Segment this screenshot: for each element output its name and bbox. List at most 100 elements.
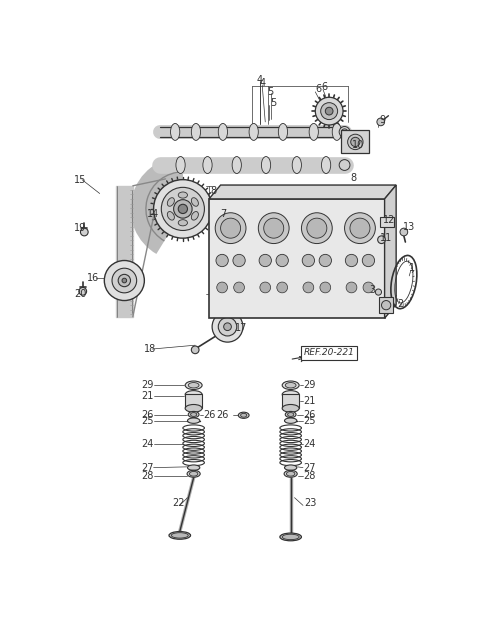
Circle shape bbox=[234, 282, 244, 293]
Circle shape bbox=[224, 323, 231, 331]
Ellipse shape bbox=[188, 412, 199, 418]
Ellipse shape bbox=[168, 211, 174, 220]
Text: 20: 20 bbox=[74, 289, 87, 298]
Circle shape bbox=[79, 287, 86, 295]
Ellipse shape bbox=[348, 134, 363, 150]
Circle shape bbox=[346, 282, 357, 293]
Circle shape bbox=[303, 282, 314, 293]
Circle shape bbox=[118, 274, 131, 287]
Circle shape bbox=[215, 213, 246, 243]
Ellipse shape bbox=[191, 413, 197, 417]
Ellipse shape bbox=[192, 211, 198, 220]
Text: 23: 23 bbox=[304, 498, 317, 508]
Text: 4: 4 bbox=[260, 78, 266, 88]
Bar bbox=[185, 394, 202, 408]
Ellipse shape bbox=[309, 124, 318, 140]
Text: 17: 17 bbox=[235, 323, 248, 333]
Ellipse shape bbox=[171, 533, 188, 538]
Circle shape bbox=[217, 282, 228, 293]
Bar bbox=[380, 218, 394, 227]
Circle shape bbox=[277, 282, 288, 293]
Circle shape bbox=[233, 255, 245, 266]
Ellipse shape bbox=[285, 412, 296, 418]
Circle shape bbox=[350, 218, 370, 238]
Text: 26: 26 bbox=[141, 410, 154, 420]
Ellipse shape bbox=[203, 156, 212, 174]
Circle shape bbox=[260, 282, 271, 293]
Text: 18: 18 bbox=[144, 344, 156, 354]
Bar bbox=[379, 297, 393, 313]
Ellipse shape bbox=[187, 470, 200, 477]
Ellipse shape bbox=[192, 124, 201, 140]
Circle shape bbox=[377, 118, 384, 125]
Ellipse shape bbox=[341, 129, 348, 135]
Ellipse shape bbox=[168, 198, 174, 206]
Circle shape bbox=[122, 278, 127, 283]
Ellipse shape bbox=[240, 413, 247, 417]
Circle shape bbox=[382, 300, 391, 310]
Circle shape bbox=[218, 318, 237, 336]
Ellipse shape bbox=[282, 381, 299, 389]
Circle shape bbox=[178, 205, 188, 214]
Text: 28: 28 bbox=[303, 471, 315, 481]
Ellipse shape bbox=[332, 124, 341, 140]
Ellipse shape bbox=[218, 124, 228, 140]
Ellipse shape bbox=[285, 383, 296, 388]
Text: REF.20-221: REF.20-221 bbox=[304, 349, 355, 357]
Circle shape bbox=[363, 282, 374, 293]
Ellipse shape bbox=[178, 219, 188, 226]
Text: 24: 24 bbox=[141, 439, 154, 449]
Text: 27: 27 bbox=[303, 463, 315, 473]
Ellipse shape bbox=[288, 413, 294, 417]
Ellipse shape bbox=[262, 156, 271, 174]
Ellipse shape bbox=[282, 405, 299, 412]
Ellipse shape bbox=[232, 156, 241, 174]
Text: 11: 11 bbox=[380, 233, 392, 243]
Bar bbox=[209, 199, 384, 318]
Text: 21: 21 bbox=[303, 396, 315, 405]
Bar bbox=[345, 130, 352, 134]
Ellipse shape bbox=[285, 465, 297, 470]
Circle shape bbox=[319, 255, 332, 266]
Text: 26: 26 bbox=[303, 410, 315, 420]
Circle shape bbox=[81, 228, 88, 236]
Circle shape bbox=[112, 268, 137, 293]
Text: 1: 1 bbox=[409, 263, 415, 273]
Ellipse shape bbox=[176, 156, 185, 174]
Text: 13: 13 bbox=[403, 222, 415, 232]
Circle shape bbox=[375, 289, 382, 295]
Ellipse shape bbox=[351, 137, 360, 146]
Ellipse shape bbox=[190, 472, 198, 476]
Text: 12: 12 bbox=[383, 216, 396, 226]
Ellipse shape bbox=[284, 470, 297, 477]
Circle shape bbox=[315, 97, 343, 125]
Circle shape bbox=[378, 236, 385, 243]
Ellipse shape bbox=[249, 124, 258, 140]
Circle shape bbox=[276, 255, 288, 266]
Ellipse shape bbox=[285, 418, 297, 423]
Polygon shape bbox=[209, 185, 396, 199]
Text: 15: 15 bbox=[74, 175, 87, 185]
Text: 19: 19 bbox=[74, 223, 86, 233]
Text: 29: 29 bbox=[141, 380, 154, 390]
Text: 2: 2 bbox=[398, 298, 404, 308]
Circle shape bbox=[321, 103, 337, 120]
Text: 9: 9 bbox=[379, 116, 385, 125]
Circle shape bbox=[216, 255, 228, 266]
Text: 27: 27 bbox=[141, 463, 154, 473]
Text: 8: 8 bbox=[211, 186, 216, 196]
Text: 25: 25 bbox=[141, 416, 154, 426]
Text: 6: 6 bbox=[322, 82, 327, 92]
Ellipse shape bbox=[282, 391, 299, 399]
Ellipse shape bbox=[188, 418, 200, 423]
Text: 3: 3 bbox=[369, 285, 375, 295]
Text: 22: 22 bbox=[172, 498, 184, 508]
Text: 10: 10 bbox=[352, 140, 364, 150]
Ellipse shape bbox=[188, 465, 200, 470]
Text: 4: 4 bbox=[257, 75, 263, 85]
Text: 25: 25 bbox=[303, 416, 315, 426]
Ellipse shape bbox=[185, 381, 202, 389]
Text: 16: 16 bbox=[86, 273, 99, 283]
Ellipse shape bbox=[185, 391, 202, 399]
Ellipse shape bbox=[188, 383, 199, 388]
